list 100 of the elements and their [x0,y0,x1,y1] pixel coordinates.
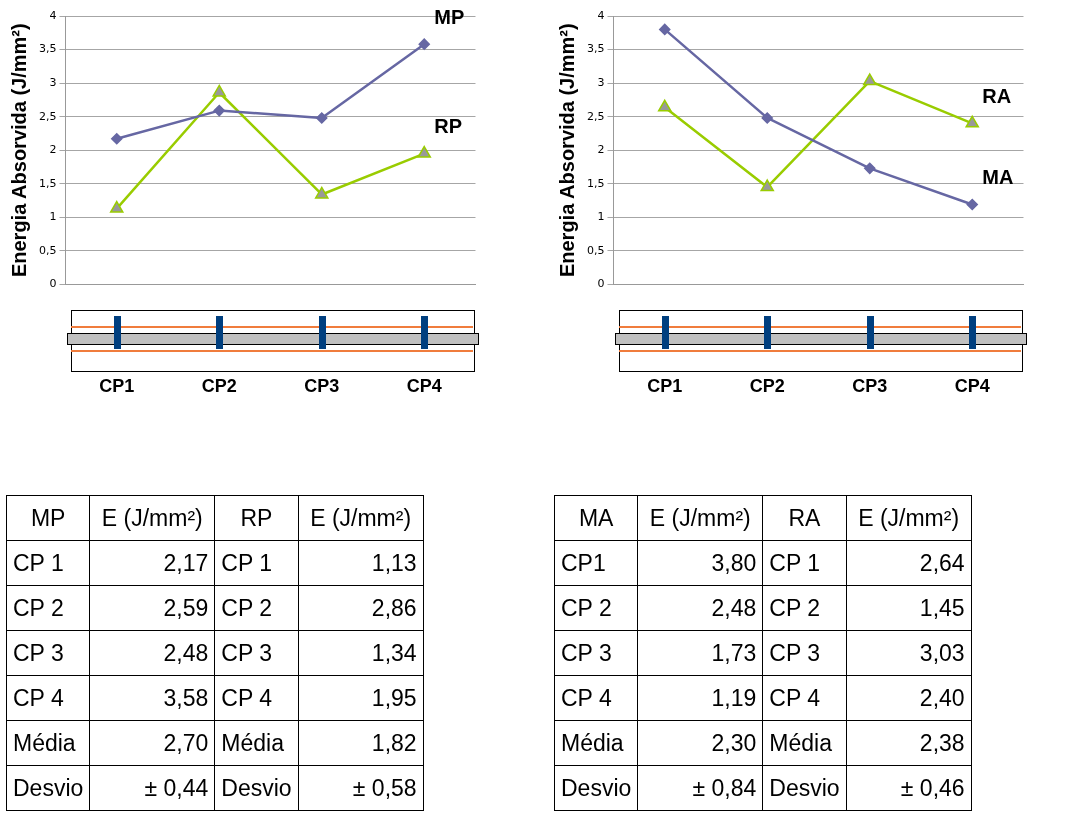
text: 2,86 [298,585,424,631]
text: 2,38 [846,720,972,766]
text: 3,80 [637,540,763,586]
text: 2,40 [846,675,972,721]
text: CP 2 [554,585,638,631]
text: 2,64 [846,540,972,586]
y-tick-label: 0,5 [586,243,605,257]
text: 1,95 [298,675,424,721]
y-tick-label: 0 [597,277,605,291]
y-tick-label: 3 [597,75,605,89]
text: 1,82 [298,720,424,766]
text: 2,48 [89,630,215,676]
text: ± 0,46 [846,765,972,811]
point [418,38,430,50]
y-axis-title: Energia Absorvida (J/mm²) [7,23,30,278]
text: 1,45 [846,585,972,631]
x-tick-label: CP4 [954,376,990,397]
point [761,112,773,124]
x-tick-label: CP3 [852,376,888,397]
text: ± 0,58 [298,765,424,811]
x-tick-label: CP1 [99,376,135,397]
text: 1,13 [298,540,424,586]
text: Média [554,720,638,766]
text: E (J/mm²) [89,495,215,541]
text: RP [240,504,273,531]
point [314,186,329,199]
y-tick-label: 2,5 [586,109,605,123]
text: RA [788,504,821,531]
text: CP 3 [762,630,847,676]
series-label: MA [982,166,1014,189]
text: 2,70 [89,720,215,766]
y-tick-label: 3,5 [586,42,605,56]
y-tick-label: 4 [597,8,605,22]
x-tick-label: CP2 [201,376,237,397]
y-tick-label: 1 [49,210,57,224]
text: CP 4 [554,675,638,721]
point [965,115,980,128]
point [862,73,877,86]
y-tick-label: 3,5 [38,42,57,56]
point [110,133,123,145]
y-tick-label: 3 [49,75,57,89]
y-tick-label: 2,5 [38,109,57,123]
x-tick-label: CP3 [304,376,340,397]
text: CP 4 [6,675,90,721]
text: Média [214,720,299,766]
text: CP 2 [762,585,847,631]
point [657,99,672,112]
text: Desvio [554,765,638,811]
text: CP 4 [762,675,847,721]
x-tick-label: CP1 [647,376,683,397]
point [212,84,227,97]
text: 2,59 [89,585,215,631]
y-tick-label: 1,5 [586,176,605,190]
y-tick-label: 4 [49,8,57,22]
text: 1,19 [637,675,763,721]
point [658,23,671,36]
series-label: MP [434,5,465,28]
text: Desvio [214,765,299,811]
point [863,162,876,175]
x-tick-label: CP4 [406,376,442,397]
text: MA [578,504,614,531]
text: 2,30 [637,720,763,766]
y-axis-title: Energia Absorvida (J/mm²) [555,23,578,278]
point [109,200,124,213]
text: 1,34 [298,630,424,676]
series-label: RP [434,115,463,138]
text: CP 1 [6,540,90,586]
text: Desvio [762,765,847,811]
text: CP 4 [214,675,299,721]
text: MP [30,504,66,531]
text: Desvio [6,765,90,811]
point [417,145,432,158]
text: CP 2 [214,585,299,631]
text: Média [762,720,847,766]
text: CP 1 [214,540,299,586]
y-tick-label: 2 [49,143,57,157]
text: 1,73 [637,630,763,676]
point [760,179,775,192]
series-label: RA [982,84,1012,107]
text: E (J/mm²) [637,495,763,541]
text: ± 0,84 [637,765,763,811]
point [213,104,225,117]
point [966,198,978,211]
text: CP 3 [6,630,90,676]
y-tick-label: 2 [597,143,605,157]
text: 2,17 [89,540,215,586]
y-tick-label: 1,5 [38,176,57,190]
text: CP1 [554,540,638,586]
text: 3,58 [89,675,215,721]
y-tick-label: 0 [49,277,57,291]
text: E (J/mm²) [858,504,960,531]
text: ± 0,44 [89,765,215,811]
point [315,112,328,124]
y-tick-label: 0,5 [38,243,57,257]
text: CP 3 [554,630,638,676]
text: 3,03 [846,630,972,676]
text: Média [6,720,90,766]
y-tick-label: 1 [597,210,605,224]
text: CP 1 [762,540,847,586]
text: 2,48 [637,585,763,631]
